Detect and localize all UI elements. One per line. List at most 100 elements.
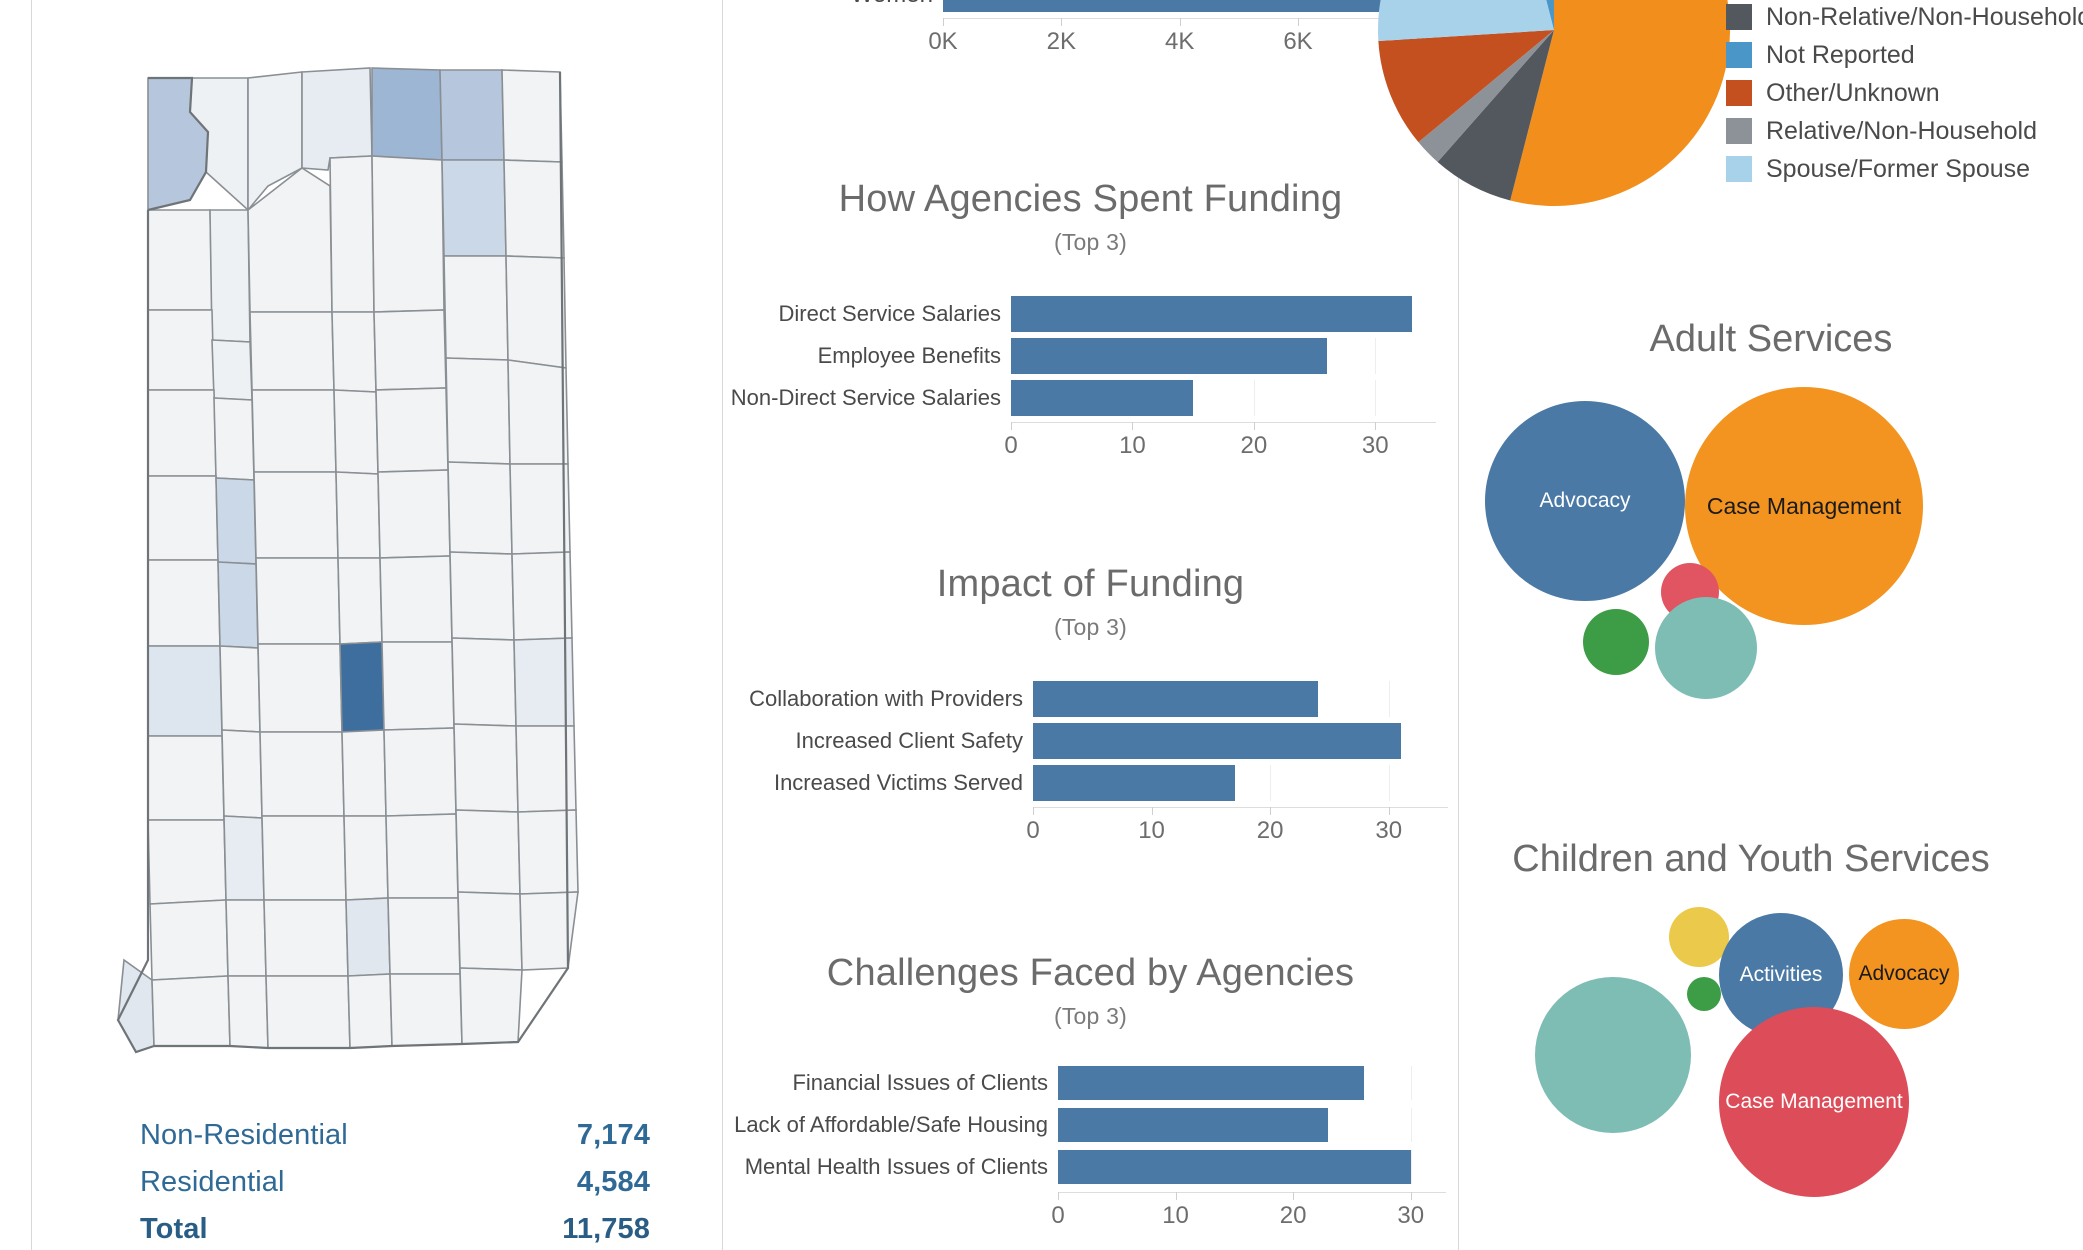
axis-tick-label: 20: [1240, 432, 1268, 459]
axis-tick: [1132, 422, 1134, 430]
county-clark: [459, 967, 523, 1045]
county-laporte: [247, 71, 303, 213]
indiana-county-choropleth-svg[interactable]: [40, 60, 680, 1070]
women-bars: Women: [723, 0, 1458, 12]
county-grant: [377, 469, 451, 559]
county-putnam: [219, 645, 261, 733]
pie-slice[interactable]: [1510, 0, 1554, 30]
bar-track: [1058, 1066, 1446, 1100]
bubble-yellow-small[interactable]: [1669, 907, 1729, 967]
county-delaware: [449, 551, 515, 641]
county-decatur: [385, 813, 459, 899]
bar-track: [1058, 1108, 1446, 1142]
axis-tick: [1293, 1192, 1295, 1200]
hbar-row[interactable]: Mental Health Issues of Clients: [723, 1150, 1458, 1184]
gridline: [1270, 765, 1272, 801]
pie-legend[interactable]: Non-Relative/Non-Household Not Reported Ot…: [1726, 0, 2083, 188]
chart-victims-by-gender[interactable]: Women 0K2K4K6K8K: [723, 0, 1458, 64]
chart-adult-services[interactable]: Adult Services Advocacy Case Management: [1459, 318, 2083, 713]
relationship-pie-svg[interactable]: [1374, 0, 1734, 210]
county-jay: [509, 463, 571, 555]
legend-item[interactable]: Spouse/Former Spouse: [1726, 150, 2083, 188]
chart-relationship-to-offender[interactable]: Non-Relative/Non-Household Not Reported Ot…: [1374, 0, 2083, 210]
hbar-row[interactable]: Increased Client Safety: [723, 723, 1458, 759]
county-blackford: [447, 461, 513, 555]
bar-label: Increased Victims Served: [773, 770, 1023, 795]
county-dekalb: [503, 159, 565, 259]
bar-track: [943, 0, 1440, 12]
total-label: Total: [140, 1213, 208, 1245]
bubble-teal-youth[interactable]: [1535, 977, 1691, 1133]
chart-subtitle: (Top 3): [1054, 1003, 1127, 1029]
county-tippecanoe: [215, 477, 257, 565]
bubble-teal[interactable]: [1655, 597, 1757, 699]
county-dearborn: [517, 809, 579, 895]
county-switzerland: [519, 891, 579, 971]
bubble-advocacy-youth[interactable]: Advocacy: [1849, 919, 1959, 1029]
hbar-row[interactable]: Collaboration with Providers: [723, 681, 1458, 717]
bar-fill: [1058, 1150, 1411, 1184]
chart-challenges-faced-by-agencies[interactable]: Challenges Faced by Agencies (Top 3) Fin…: [723, 952, 1458, 1238]
legend-item[interactable]: Other/Unknown: [1726, 74, 2083, 112]
county-madison: [379, 555, 453, 643]
bubble-green-tiny[interactable]: [1687, 977, 1721, 1011]
pie-slice[interactable]: [1510, 0, 1730, 206]
county-randolph: [511, 551, 573, 641]
county-owen: [221, 729, 263, 819]
legend-swatch-icon: [1726, 42, 1752, 68]
chart-how-agencies-spent-funding[interactable]: How Agencies Spent Funding (Top 3) Direc…: [723, 178, 1458, 468]
pie-slice[interactable]: [1418, 30, 1554, 163]
legend-item[interactable]: Relative/Non-Household: [1726, 112, 2083, 150]
county-franklin: [455, 809, 521, 895]
county-vermillion: [147, 559, 221, 647]
pie-slice[interactable]: [1378, 0, 1554, 42]
pie-slice[interactable]: [1437, 30, 1554, 201]
county-washington: [347, 973, 393, 1049]
county-bartholomew: [343, 815, 389, 901]
county-henry: [451, 637, 517, 727]
county-marion: [339, 641, 385, 733]
county-warren: [147, 389, 217, 477]
county-johnson: [341, 729, 387, 817]
legend-label: Other/Unknown: [1766, 78, 1940, 107]
hbar-row[interactable]: Direct Service Salaries: [723, 296, 1458, 332]
gridline: [1375, 380, 1377, 416]
hbar-row[interactable]: Financial Issues of Clients: [723, 1066, 1458, 1100]
county-boone: [255, 557, 341, 645]
axis-tick: [1253, 422, 1255, 430]
legend-item[interactable]: Non-Relative/Non-Household: [1726, 0, 2083, 36]
bubble-label: Advocacy: [1539, 488, 1631, 512]
axis-tick-label: 10: [1138, 817, 1165, 844]
gridline: [1388, 765, 1390, 801]
county-jasper: [209, 209, 251, 343]
hbar-row[interactable]: Women: [723, 0, 1458, 12]
county-fulton: [331, 311, 377, 393]
chart-impact-of-funding[interactable]: Impact of Funding (Top 3) Collaboration …: [723, 563, 1458, 853]
children-youth-bubbles: Activities Advocacy Case Management: [1419, 897, 2083, 1217]
axis-tick: [1410, 1192, 1412, 1200]
axis-baseline: [1011, 422, 1436, 423]
pie-slice[interactable]: [1378, 30, 1554, 143]
county-benton: [147, 309, 215, 391]
county-adams: [507, 359, 569, 465]
hbar-row[interactable]: Increased Victims Served: [723, 765, 1458, 801]
hbar-row[interactable]: Employee Benefits: [723, 338, 1458, 374]
bubble-case-management[interactable]: Case Management: [1685, 387, 1923, 625]
bubble-case-management-youth[interactable]: Case Management: [1719, 1007, 1909, 1197]
county-huntington: [375, 387, 449, 473]
gridline: [1410, 1066, 1412, 1100]
x-axis-gender: 0K2K4K6K8K: [928, 18, 1440, 64]
legend-item[interactable]: Not Reported: [1726, 36, 2083, 74]
hbar-row[interactable]: Non-Direct Service Salaries: [723, 380, 1458, 416]
chart-subtitle: (Top 3): [1054, 229, 1127, 255]
bubble-green-small[interactable]: [1583, 609, 1649, 675]
bar-fill: [1033, 765, 1235, 801]
indiana-map[interactable]: [40, 60, 680, 1070]
county-monroe: [223, 815, 265, 901]
chart-children-and-youth-services[interactable]: Children and Youth Services Activities A…: [1419, 838, 2083, 1217]
bubble-advocacy[interactable]: Advocacy: [1485, 401, 1685, 601]
bar-label: Increased Client Safety: [795, 728, 1023, 753]
chart-title: Challenges Faced by Agencies: [826, 952, 1355, 994]
total-row-grand: Total 11,758: [140, 1206, 650, 1250]
hbar-row[interactable]: Lack of Affordable/Safe Housing: [723, 1108, 1458, 1142]
